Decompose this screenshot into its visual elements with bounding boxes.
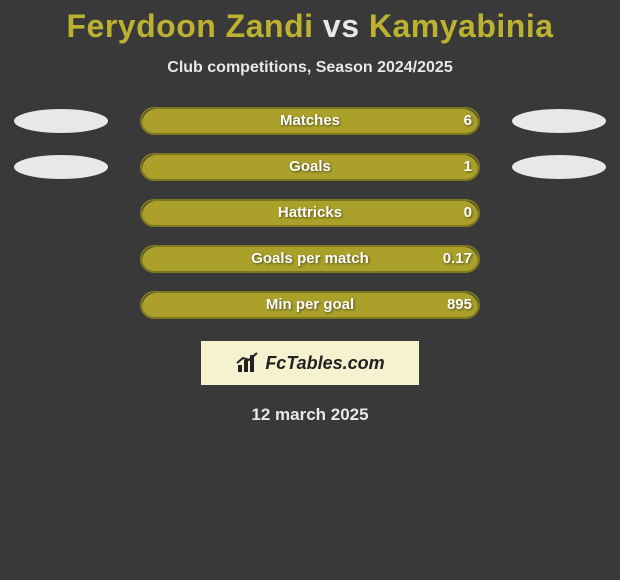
- stat-bar-right: [308, 109, 478, 135]
- player1-avatar-placeholder: [14, 109, 108, 133]
- stats-rows: Matches6 Goals1 Hattricks0 Goals per match0…: [0, 107, 620, 319]
- stat-bar-track: [140, 199, 480, 227]
- player1-name: Ferydoon Zandi: [67, 8, 314, 44]
- brand-box: FcTables.com: [201, 341, 419, 385]
- stat-value-right: 1: [464, 153, 472, 181]
- vs-separator: vs: [323, 8, 360, 44]
- stat-bar-track: [140, 245, 480, 273]
- stat-row: Matches6: [0, 107, 620, 135]
- brand-text: FcTables.com: [265, 353, 384, 374]
- player1-avatar-placeholder: [14, 155, 108, 179]
- stat-bar-left: [142, 155, 312, 181]
- stat-row: Goals1: [0, 153, 620, 181]
- stat-bar-track: [140, 153, 480, 181]
- stat-bar-left: [142, 109, 312, 135]
- stat-value-right: 895: [447, 291, 472, 319]
- player2-name: Kamyabinia: [369, 8, 554, 44]
- stat-value-right: 6: [464, 107, 472, 135]
- stat-bar-right: [308, 201, 478, 227]
- date-label: 12 march 2025: [0, 405, 620, 425]
- stat-bar-track: [140, 291, 480, 319]
- stat-value-right: 0.17: [443, 245, 472, 273]
- player2-avatar-placeholder: [512, 109, 606, 133]
- stat-value-right: 0: [464, 199, 472, 227]
- stat-row: Min per goal895: [0, 291, 620, 319]
- stat-bar-left: [142, 247, 312, 273]
- stat-bar-left: [142, 201, 312, 227]
- subtitle: Club competitions, Season 2024/2025: [0, 59, 620, 77]
- stat-row: Hattricks0: [0, 199, 620, 227]
- comparison-title: Ferydoon Zandi vs Kamyabinia: [0, 0, 620, 45]
- player2-avatar-placeholder: [512, 155, 606, 179]
- stat-row: Goals per match0.17: [0, 245, 620, 273]
- stat-bar-left: [142, 293, 312, 319]
- bar-chart-icon: [235, 351, 261, 375]
- stat-bar-right: [308, 155, 478, 181]
- stat-bar-track: [140, 107, 480, 135]
